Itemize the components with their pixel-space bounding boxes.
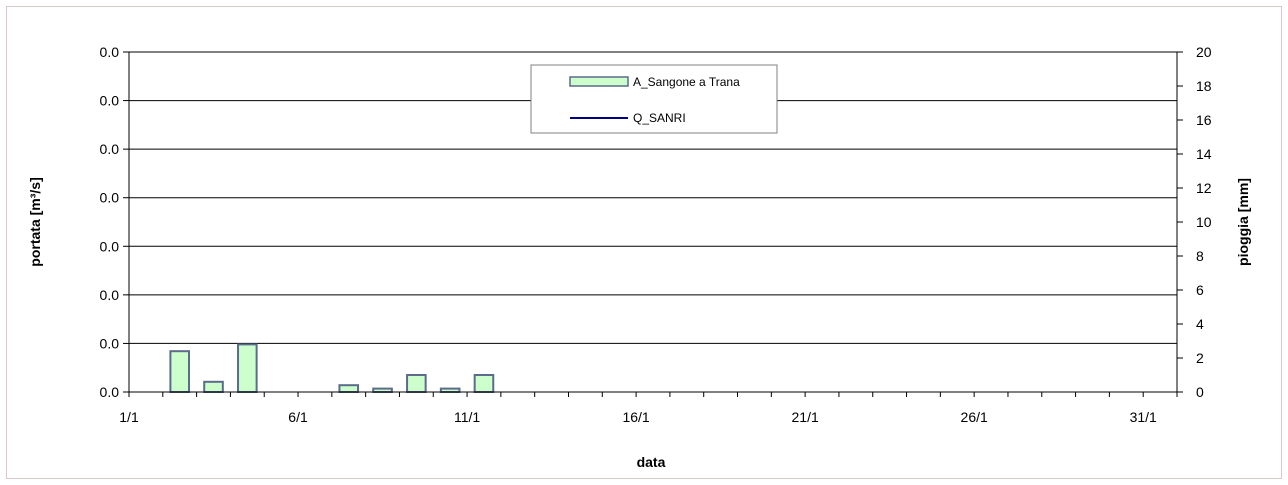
x-tick-label: 6/1 <box>288 409 308 425</box>
right-tick-label: 8 <box>1196 248 1204 264</box>
right-tick-label: 4 <box>1196 316 1204 332</box>
rain-bar <box>439 387 461 394</box>
x-tick-label: 11/1 <box>454 409 480 425</box>
right-axis-title: pioggia [mm] <box>1235 178 1251 266</box>
legend: A_Sangone a Trana Q_SANRI <box>530 64 778 134</box>
right-tick-label: 0 <box>1196 384 1204 400</box>
rain-bar <box>203 380 224 393</box>
x-axis-ticks: 1/1 6/1 11/1 16/1 21/1 26/1 31/1 <box>119 392 1178 425</box>
right-axis-ticks: 0 2 4 6 8 10 12 14 16 18 20 <box>1177 44 1212 400</box>
left-tick-label: 0.0 <box>100 238 120 254</box>
left-tick-label: 0.0 <box>100 335 120 351</box>
left-tick-label: 0.0 <box>100 190 120 206</box>
right-tick-label: 12 <box>1196 180 1212 196</box>
grid-lines <box>129 51 1177 344</box>
x-tick-label: 21/1 <box>792 409 819 425</box>
legend-label-line: Q_SANRI <box>633 111 686 125</box>
rain-bars <box>169 343 495 394</box>
right-tick-label: 2 <box>1196 350 1204 366</box>
rain-bar <box>169 350 191 394</box>
rain-bar <box>338 384 360 394</box>
left-tick-label: 0.0 <box>100 287 120 303</box>
rain-bar <box>473 374 495 393</box>
right-tick-label: 14 <box>1196 146 1212 162</box>
right-tick-label: 20 <box>1196 44 1212 60</box>
x-axis-title: data <box>637 454 666 470</box>
left-tick-label: 0.0 <box>100 141 120 157</box>
left-tick-label: 0.0 <box>100 93 120 109</box>
left-axis-title: portata [m³/s] <box>27 177 43 266</box>
left-tick-label: 0.0 <box>100 384 120 400</box>
right-tick-label: 6 <box>1196 282 1204 298</box>
right-tick-label: 10 <box>1196 214 1212 230</box>
chart-frame <box>6 6 1282 479</box>
x-tick-label: 1/1 <box>119 409 139 425</box>
left-tick-label: 0.0 <box>100 44 120 60</box>
x-tick-label: 26/1 <box>961 409 988 425</box>
legend-swatch-bar <box>569 76 629 87</box>
right-tick-label: 18 <box>1196 78 1212 94</box>
legend-label-bar: A_Sangone a Trana <box>633 75 740 89</box>
right-tick-label: 16 <box>1196 112 1212 128</box>
x-tick-label: 16/1 <box>622 409 649 425</box>
x-tick-label: 31/1 <box>1130 409 1157 425</box>
rain-bar <box>237 343 258 393</box>
left-axis-ticks: 0.0 0.0 0.0 0.0 0.0 0.0 0.0 0.0 <box>100 44 129 400</box>
rain-bar <box>406 374 427 393</box>
rain-bar <box>372 387 393 394</box>
